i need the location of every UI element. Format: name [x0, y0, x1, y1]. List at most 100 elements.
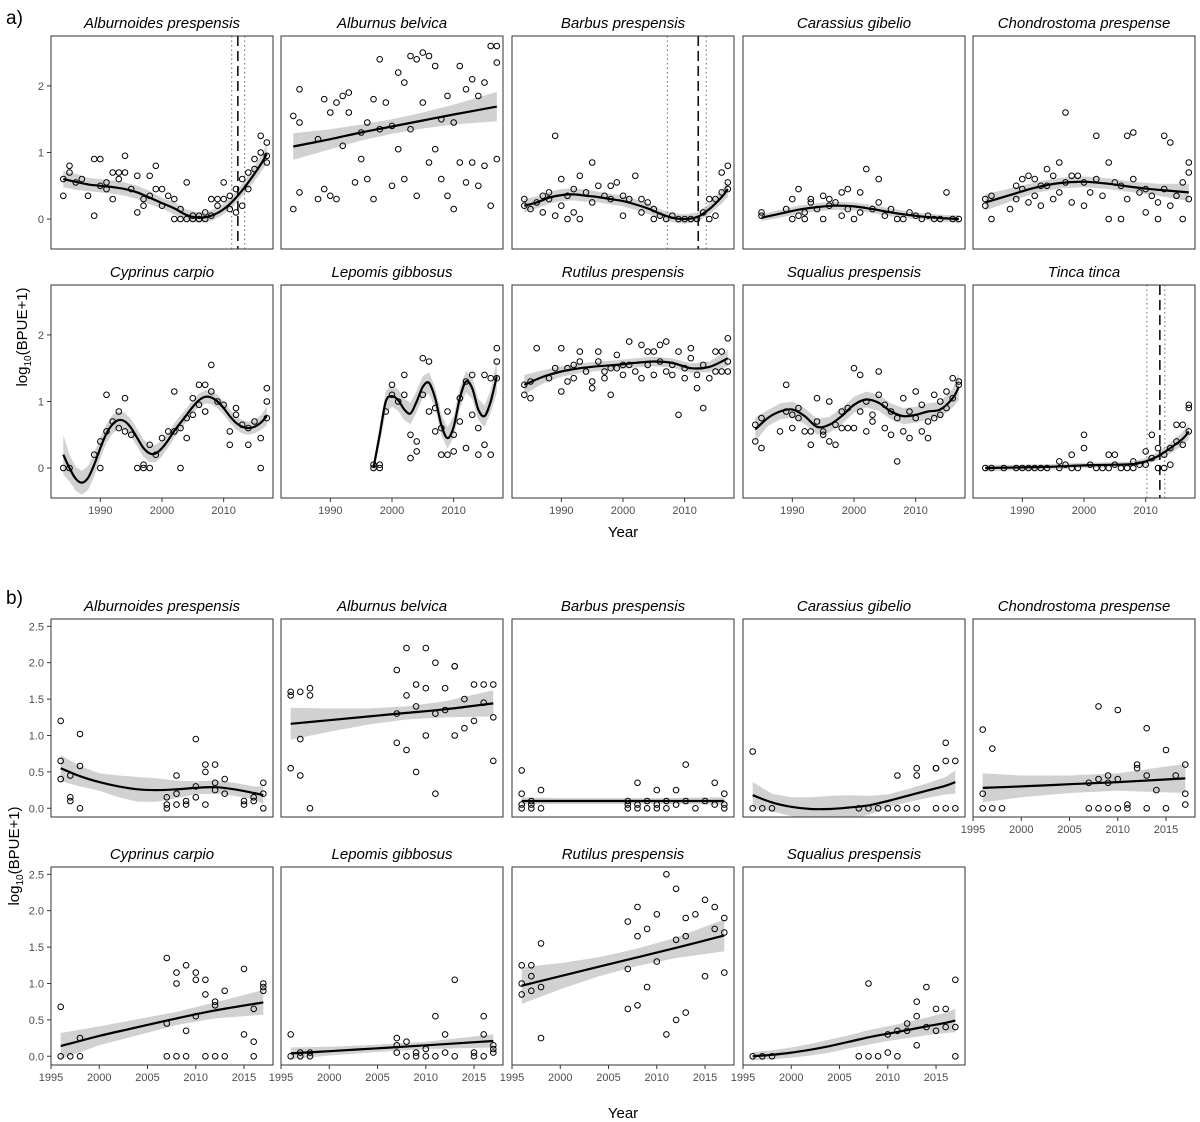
- group-a-panel-10-title: Tinca tinca: [1048, 264, 1120, 281]
- x-tick-label: 2015: [232, 1072, 256, 1084]
- x-tick-label: 2010: [1133, 505, 1157, 517]
- data-point: [819, 192, 827, 200]
- data-point: [903, 1020, 911, 1027]
- confidence-band: [752, 1008, 956, 1061]
- group-a-panel-8-plot-area: [521, 335, 732, 419]
- data-point: [250, 794, 257, 801]
- x-tick-label: 2000: [87, 1072, 111, 1084]
- data-point: [177, 464, 184, 472]
- data-point: [487, 202, 495, 209]
- data-point: [988, 215, 995, 223]
- data-point: [195, 401, 203, 409]
- data-point: [782, 381, 790, 389]
- data-point: [518, 962, 526, 969]
- data-point: [537, 805, 545, 812]
- data-point: [624, 805, 632, 812]
- data-point: [752, 438, 759, 445]
- data-point: [711, 925, 719, 933]
- data-point: [490, 1045, 497, 1053]
- group-b-panel-1: Alburnoides prespensis 0.0 0.5 1.0 1.5 2.0 2.5: [29, 598, 274, 818]
- x-tick-label: 1990: [780, 505, 804, 517]
- data-point: [932, 1005, 940, 1013]
- y-tick-label: 0: [38, 214, 44, 226]
- data-point: [211, 761, 219, 768]
- data-point: [687, 354, 695, 362]
- x-axis-title-a: Year: [608, 524, 638, 541]
- data-point: [1179, 441, 1186, 449]
- data-point: [521, 391, 528, 399]
- data-point: [838, 212, 846, 219]
- data-point: [607, 182, 615, 190]
- data-point: [749, 805, 757, 812]
- y-tick-label: 2.0: [29, 906, 44, 918]
- data-point: [202, 768, 209, 776]
- data-point: [388, 381, 396, 389]
- data-point: [431, 62, 439, 70]
- data-point: [570, 209, 578, 216]
- data-point: [451, 976, 459, 984]
- x-tick-label: 1995: [39, 1072, 63, 1084]
- data-point: [768, 805, 776, 812]
- data-point: [706, 195, 713, 203]
- data-point: [789, 424, 796, 432]
- data-point: [487, 42, 495, 50]
- confidence-band: [761, 201, 959, 223]
- data-point: [1124, 801, 1131, 808]
- data-point: [422, 732, 430, 739]
- data-point: [211, 779, 219, 787]
- data-point: [393, 1034, 401, 1042]
- data-point: [432, 659, 439, 667]
- data-point: [1080, 431, 1088, 439]
- data-point: [692, 805, 699, 812]
- data-point: [245, 169, 252, 176]
- data-point: [881, 212, 889, 219]
- data-point: [221, 775, 228, 783]
- data-point: [306, 692, 314, 699]
- data-point: [60, 464, 67, 472]
- group-b-panel-7-frame: [280, 866, 504, 1066]
- data-point: [250, 1038, 257, 1045]
- data-point: [134, 464, 141, 472]
- group-b-panel-2-title: Alburnus belvica: [336, 598, 447, 615]
- data-point: [913, 772, 921, 779]
- data-point: [558, 202, 565, 209]
- data-point: [115, 169, 123, 176]
- data-point: [444, 451, 451, 459]
- data-point: [653, 911, 661, 918]
- data-point: [306, 805, 314, 812]
- data-point: [158, 185, 166, 193]
- data-point: [1105, 215, 1112, 223]
- data-point: [290, 112, 297, 120]
- data-point: [923, 983, 930, 991]
- data-point: [1173, 421, 1180, 429]
- data-point: [1012, 195, 1020, 203]
- data-point: [952, 757, 959, 765]
- data-point: [260, 980, 267, 987]
- data-point: [942, 1023, 950, 1031]
- data-point: [638, 341, 645, 349]
- data-point: [913, 764, 921, 772]
- data-point: [260, 983, 267, 991]
- data-point: [412, 768, 420, 776]
- group-b-panel-8-frame: [511, 866, 735, 1066]
- data-point: [913, 805, 921, 812]
- data-point: [855, 1053, 863, 1060]
- data-point: [173, 772, 180, 779]
- group-a-panel-4: Carassius gibelio: [742, 15, 966, 250]
- x-tick-label: 2000: [1072, 505, 1096, 517]
- data-point: [724, 162, 732, 170]
- data-point: [564, 192, 571, 200]
- data-point: [173, 1053, 180, 1060]
- data-point: [838, 408, 846, 415]
- data-point: [918, 401, 926, 409]
- data-point: [913, 1012, 921, 1020]
- data-point: [874, 1053, 882, 1060]
- data-point: [468, 76, 476, 83]
- data-point: [865, 980, 872, 987]
- data-point: [425, 159, 433, 166]
- data-point: [875, 175, 883, 183]
- x-tick-label: 2005: [365, 1072, 389, 1084]
- data-point: [189, 411, 197, 419]
- data-point: [900, 215, 907, 223]
